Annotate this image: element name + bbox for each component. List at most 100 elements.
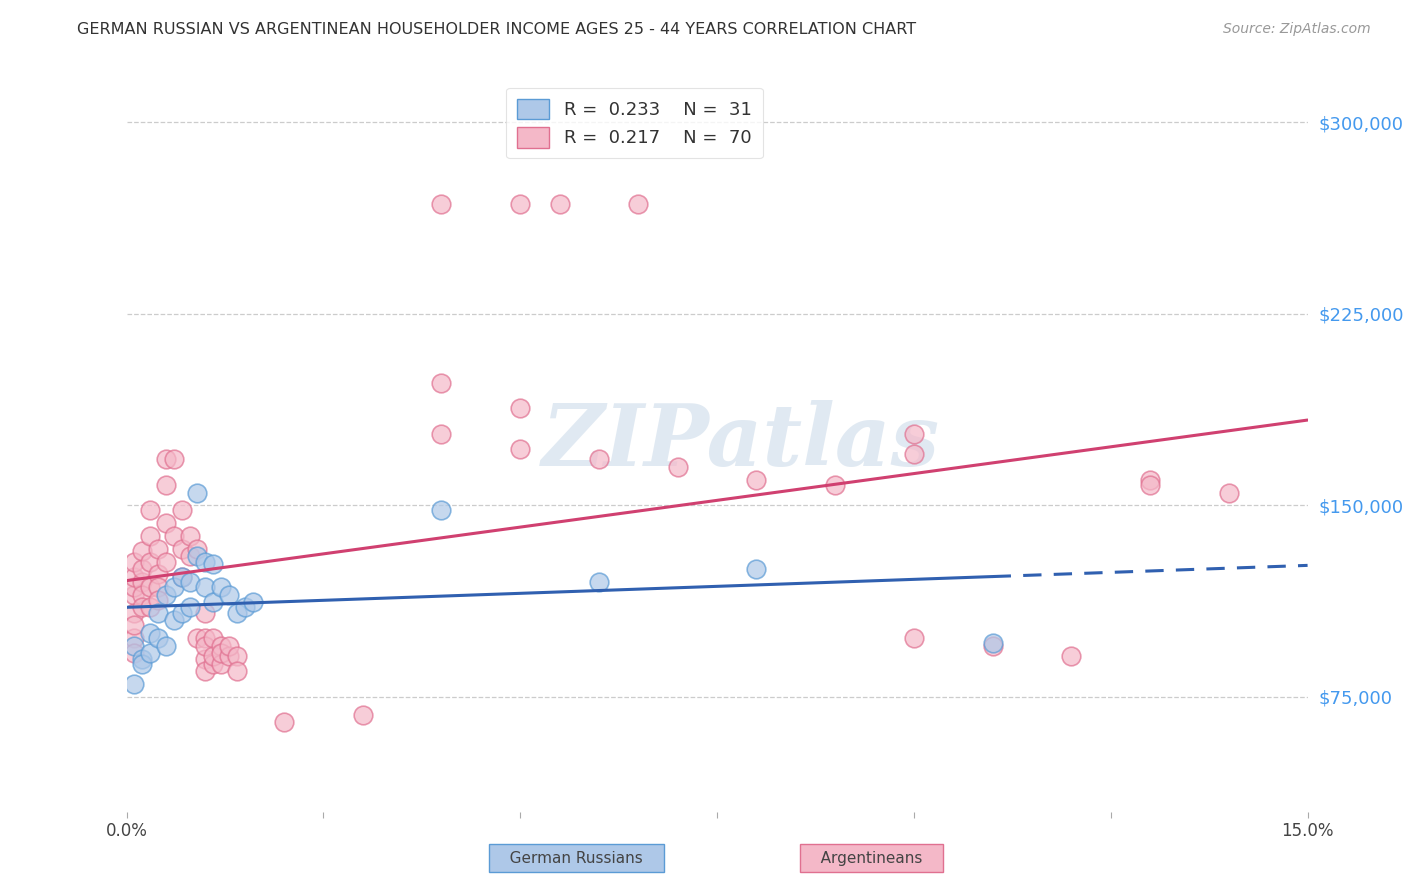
Point xyxy=(209,647,232,661)
Point xyxy=(194,580,217,594)
Point xyxy=(194,665,217,679)
Text: GERMAN RUSSIAN VS ARGENTINEAN HOUSEHOLDER INCOME AGES 25 - 44 YEARS CORRELATION : GERMAN RUSSIAN VS ARGENTINEAN HOUSEHOLDE… xyxy=(77,22,917,37)
Point xyxy=(194,555,217,569)
Point xyxy=(186,631,208,645)
Point xyxy=(163,452,186,467)
Point xyxy=(131,562,153,576)
Point xyxy=(170,606,193,620)
Point xyxy=(146,580,169,594)
Point xyxy=(131,574,153,589)
Point xyxy=(155,639,177,653)
Point xyxy=(170,570,193,584)
Point xyxy=(218,588,240,602)
Point xyxy=(202,648,225,663)
Point xyxy=(903,447,925,461)
Point xyxy=(155,555,177,569)
Point xyxy=(1139,478,1161,492)
Point xyxy=(1218,485,1240,500)
Point xyxy=(179,600,201,615)
Point xyxy=(903,426,925,441)
Point xyxy=(139,529,162,543)
Point xyxy=(225,606,247,620)
Point xyxy=(179,574,201,589)
Text: ZIPatlas: ZIPatlas xyxy=(541,400,939,483)
Point xyxy=(218,648,240,663)
Point xyxy=(745,562,768,576)
Point xyxy=(170,503,193,517)
Point xyxy=(903,631,925,645)
Point xyxy=(155,478,177,492)
Point xyxy=(124,639,146,653)
Point xyxy=(131,544,153,558)
Point xyxy=(179,549,201,564)
Point xyxy=(131,651,153,665)
Point xyxy=(1139,473,1161,487)
Point xyxy=(981,636,1004,650)
Point xyxy=(155,588,177,602)
Point xyxy=(209,639,232,653)
Point xyxy=(209,657,232,671)
Point xyxy=(627,197,650,211)
Point xyxy=(131,600,153,615)
Point xyxy=(186,541,208,556)
Point xyxy=(139,600,162,615)
Point xyxy=(186,485,208,500)
Point xyxy=(242,595,264,609)
Point xyxy=(179,529,201,543)
Point xyxy=(186,549,208,564)
Text: Argentineans: Argentineans xyxy=(806,851,938,865)
Point xyxy=(202,631,225,645)
Point xyxy=(124,631,146,645)
Point xyxy=(352,707,374,722)
Point xyxy=(666,460,689,475)
Point xyxy=(509,401,531,416)
Point xyxy=(509,442,531,457)
Point xyxy=(225,648,247,663)
Point xyxy=(588,452,610,467)
Point xyxy=(146,592,169,607)
Point xyxy=(139,580,162,594)
Point xyxy=(124,580,146,594)
Point xyxy=(209,580,232,594)
Point xyxy=(745,473,768,487)
Point xyxy=(124,677,146,691)
Point xyxy=(218,639,240,653)
Point xyxy=(430,197,453,211)
Point xyxy=(170,541,193,556)
Point xyxy=(139,647,162,661)
Point xyxy=(824,478,846,492)
Legend: R =  0.233    N =  31, R =  0.217    N =  70: R = 0.233 N = 31, R = 0.217 N = 70 xyxy=(506,87,762,159)
Point xyxy=(163,529,186,543)
Point xyxy=(233,600,256,615)
Point xyxy=(225,665,247,679)
Point xyxy=(131,657,153,671)
Text: Source: ZipAtlas.com: Source: ZipAtlas.com xyxy=(1223,22,1371,37)
Point xyxy=(194,639,217,653)
Point xyxy=(139,626,162,640)
Point xyxy=(124,618,146,632)
Point xyxy=(124,606,146,620)
Point xyxy=(430,376,453,390)
Point xyxy=(146,541,169,556)
Point xyxy=(170,570,193,584)
Point xyxy=(430,426,453,441)
Point xyxy=(139,503,162,517)
Point xyxy=(124,647,146,661)
Point xyxy=(163,613,186,627)
Point xyxy=(202,595,225,609)
Point xyxy=(509,197,531,211)
Point xyxy=(981,639,1004,653)
Point xyxy=(548,197,571,211)
Point xyxy=(430,503,453,517)
Point xyxy=(124,555,146,569)
Point xyxy=(588,574,610,589)
Point xyxy=(131,588,153,602)
Point xyxy=(146,567,169,582)
Point xyxy=(139,555,162,569)
Point xyxy=(124,588,146,602)
Point xyxy=(155,516,177,531)
Point xyxy=(194,631,217,645)
Point xyxy=(194,651,217,665)
Point xyxy=(124,570,146,584)
Point xyxy=(163,580,186,594)
